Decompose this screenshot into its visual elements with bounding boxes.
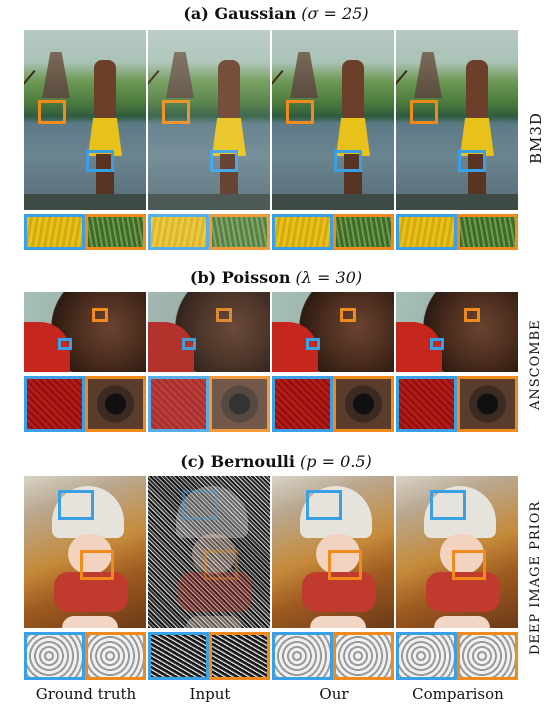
crop-orange	[85, 376, 146, 432]
image-ground-truth	[24, 292, 146, 372]
row-gaussian	[24, 30, 520, 250]
crop-blue	[272, 214, 333, 250]
image-comparison	[396, 30, 518, 210]
crop-orange	[457, 214, 518, 250]
row-bernoulli	[24, 476, 520, 680]
image-our	[272, 292, 394, 372]
column-label-ground-truth: Ground truth	[35, 685, 137, 703]
section-b-title: (b) Poisson (λ = 30)	[189, 268, 363, 287]
crop-orange	[457, 632, 518, 680]
crop-orange	[209, 376, 270, 432]
method-label-a: BM3D	[527, 112, 545, 164]
image-input	[148, 292, 270, 372]
crop-blue	[148, 214, 209, 250]
method-label-c: DEEP IMAGE PRIOR	[528, 500, 543, 656]
row-poisson	[24, 292, 520, 438]
crop-orange	[85, 632, 146, 680]
crop-orange	[333, 214, 394, 250]
method-label-b: ANSCOMBE	[528, 319, 543, 411]
crop-orange	[333, 632, 394, 680]
crop-blue	[148, 632, 209, 680]
crop-blue	[24, 632, 85, 680]
crop-blue	[396, 214, 457, 250]
image-ground-truth	[24, 30, 146, 210]
column-label-input: Input	[189, 685, 231, 703]
crop-orange	[457, 376, 518, 432]
crop-orange	[209, 214, 270, 250]
crop-blue	[24, 214, 85, 250]
section-a-title: (a) Gaussian (σ = 25)	[183, 4, 369, 23]
crop-blue	[148, 376, 209, 432]
crop-orange	[209, 632, 270, 680]
crop-blue	[396, 632, 457, 680]
section-c-title: (c) Bernoulli (p = 0.5)	[180, 452, 372, 471]
crop-blue	[24, 376, 85, 432]
column-label-our: Our	[319, 685, 349, 703]
image-ground-truth	[24, 476, 146, 628]
image-input	[148, 30, 270, 210]
image-our	[272, 30, 394, 210]
image-input	[148, 476, 270, 628]
crop-blue	[272, 632, 333, 680]
column-label-comparison: Comparison	[412, 685, 504, 703]
crop-blue	[396, 376, 457, 432]
crop-orange	[333, 376, 394, 432]
image-our	[272, 476, 394, 628]
image-comparison	[396, 292, 518, 372]
crop-blue	[272, 376, 333, 432]
crop-orange	[85, 214, 146, 250]
image-comparison	[396, 476, 518, 628]
